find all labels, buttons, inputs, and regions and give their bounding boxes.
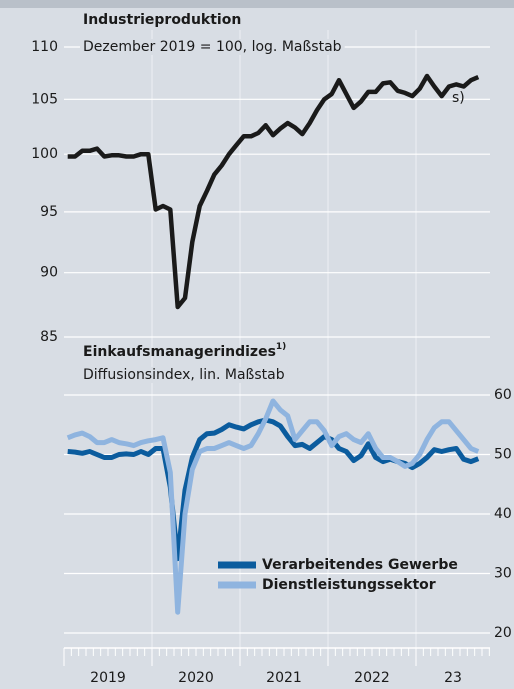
legend-label: Dienstleistungssektor [262, 577, 436, 593]
subtitle-bg [80, 39, 345, 55]
text-layer: 85 90 95 100 105 110 Industrieproduktion Dezemb… [31, 12, 512, 686]
chart-subtitle: Diffusionsindex, lin. Maßstab [83, 367, 285, 383]
y-tick-label: 105 [31, 91, 58, 107]
note: s) [452, 90, 465, 106]
x-tick-label: 23 [444, 670, 462, 686]
title-note: 1) [276, 342, 286, 352]
y-tick-label: 20 [494, 625, 512, 641]
subtitle-bg [80, 367, 288, 383]
y-tick-label: 40 [494, 506, 512, 522]
grid-layer [63, 30, 490, 666]
title-text: Industrieproduktion [83, 12, 241, 28]
y-tick-label: 100 [31, 146, 58, 162]
y-tick-label: 90 [40, 265, 58, 281]
y-tick-label: 50 [494, 447, 512, 463]
x-tick-label: 2022 [354, 670, 390, 686]
y-tick-label: 60 [494, 387, 512, 403]
chart-title: Industrieproduktion [83, 12, 241, 28]
chart-subtitle: Dezember 2019 = 100, log. Maßstab [83, 39, 342, 55]
y-tick-label: 95 [40, 204, 58, 220]
y-tick-label: 30 [494, 566, 512, 582]
y-tick-label: 110 [31, 39, 58, 55]
chart-title: Einkaufsmanagerindizes1) [83, 342, 286, 361]
top-band [0, 0, 514, 8]
line-layer [66, 73, 480, 615]
series-line [67, 73, 480, 310]
title-text: Einkaufsmanagerindizes [83, 344, 276, 360]
x-tick-label: 2021 [266, 670, 302, 686]
y-tick-label: 85 [40, 329, 58, 345]
series-line [66, 398, 480, 615]
x-tick-label: 2019 [90, 670, 126, 686]
x-tick-label: 2020 [178, 670, 214, 686]
plot-layer: 85 90 95 100 105 110 Industrieproduktion Dezemb… [31, 12, 512, 686]
legend-label: Verarbeitendes Gewerbe [262, 557, 458, 573]
